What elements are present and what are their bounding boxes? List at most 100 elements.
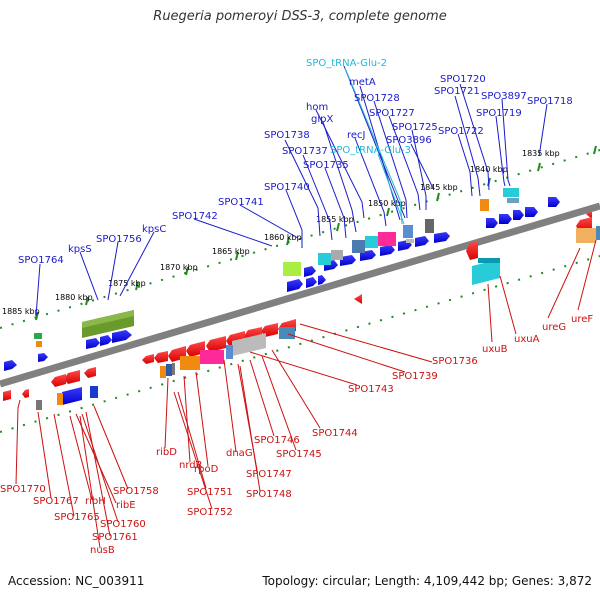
gene-label: SPO1747 [246,469,292,480]
gene-box [36,341,42,347]
gene-box [160,366,166,378]
gene-label: ribH [85,496,106,507]
gene-box [180,356,200,370]
gene-label: dnaG [226,448,253,459]
scale-label: 1860 kbp [264,233,302,242]
gene-arrow [513,210,524,220]
gene-arrow [206,336,226,352]
gene-label: SPO1735 [303,160,349,171]
scale-label: 1870 kbp [160,263,198,272]
gene-arrow [64,370,80,384]
gene-label: SPO1736 [432,356,478,367]
accession-text: Accession: NC_003911 [8,574,145,588]
gene-label: rpoD [194,464,219,475]
gene-label: hom [306,102,328,113]
reverse-gene-labels: uxuB uxuA ureG ureF SPO1736 SPO1739 SPO1… [0,314,593,556]
scale-label: 1855 kbp [316,215,354,224]
gene-arrow [548,197,560,207]
gene-label: SPO1748 [246,489,292,500]
scale-label: 1880 kbp [55,293,93,302]
gene-label: SPO1728 [354,93,400,104]
scale-label: 1835 kbp [522,149,560,158]
scale-label: 1850 kbp [368,199,406,208]
scale-label: 1865 kbp [212,247,250,256]
upper-track-line [0,149,600,329]
gene-label: SPO1725 [392,122,438,133]
gene-label: SPO1742 [172,211,218,222]
gene-label: SPO3897 [481,91,527,102]
gene-box [62,387,82,405]
gene-arrow [586,211,592,219]
gene-arrow [51,374,66,387]
topology-text: Topology: circular; Length: 4,109,442 bp… [262,574,592,588]
scale-label: 1885 kbp [2,307,40,316]
gene-arrow [380,245,395,256]
gene-arrow [499,214,512,224]
gene-arrow [415,236,429,247]
gene-label-rna: SPO_tRNA-Glu-3 [330,145,411,156]
lower-track-line [0,255,600,433]
gene-arrow [466,241,478,260]
gene-box [478,258,500,263]
gene-label: SPO1739 [392,371,438,382]
forward-label-connectors [35,65,548,317]
gene-box [226,345,233,359]
gene-arrow [340,255,356,266]
gene-label: SPO1743 [348,384,394,395]
gene-arrow [22,389,29,398]
scale-label: 1840 kbp [470,165,508,174]
gene-arrow [100,335,112,346]
gene-box [200,350,224,364]
gene-label: SPO1764 [18,255,64,266]
reverse-label-connectors [15,239,597,549]
gene-label: SPO1758 [113,486,159,497]
gene-label: uxuB [482,344,508,355]
gene-box [232,333,266,356]
gene-box [406,239,414,243]
gene-box [352,240,365,253]
forward-gene-labels: SPO_tRNA-Glu-2 metA SPO1720 SPO1721 SPO3… [18,58,573,266]
gene-label: SPO1740 [264,182,310,193]
gene-box [166,364,172,376]
gene-arrow [154,351,168,363]
gene-box [318,253,331,265]
gene-label: SPO3896 [386,135,432,146]
gene-label: SPO1767 [33,496,79,507]
gene-label: SPO1738 [264,130,310,141]
scale-labels: 1835 kbp 1840 kbp 1845 kbp 1850 kbp 1855… [2,149,560,316]
gene-label: SPO1720 [440,74,486,85]
gene-box [34,333,42,339]
gene-arrow [434,232,450,243]
gene-label: uxuA [514,334,540,345]
genome-backbone [0,202,600,388]
gene-label: SPO1756 [96,234,142,245]
gene-box [90,386,98,398]
gene-box [480,199,489,211]
gene-label: SPO1760 [100,519,146,530]
gene-label: kpsS [68,244,92,255]
gene-label: ribD [156,447,177,458]
gene-arrow [86,338,100,349]
gene-box [507,198,519,203]
gene-label: nusB [90,545,115,556]
gene-label: SPO1744 [312,428,358,439]
gene-label: SPO1719 [476,108,522,119]
reverse-features [3,217,600,410]
gene-box [36,400,42,410]
gene-box [279,327,295,339]
gene-label: ribE [116,500,136,511]
genome-title: Ruegeria pomeroyi DSS-3, complete genome [153,9,447,24]
gene-box [365,236,378,248]
gene-box [283,262,301,276]
gene-arrow [4,360,17,371]
gene-box [82,310,134,328]
gene-arrow [354,294,362,304]
scale-ticks [35,145,597,321]
gene-label: SPO1745 [276,449,322,460]
gene-label: SPO1722 [438,126,484,137]
gene-label: SPO1746 [254,435,300,446]
forward-features [4,188,592,371]
gene-box [331,250,343,260]
gene-arrow [38,353,48,362]
